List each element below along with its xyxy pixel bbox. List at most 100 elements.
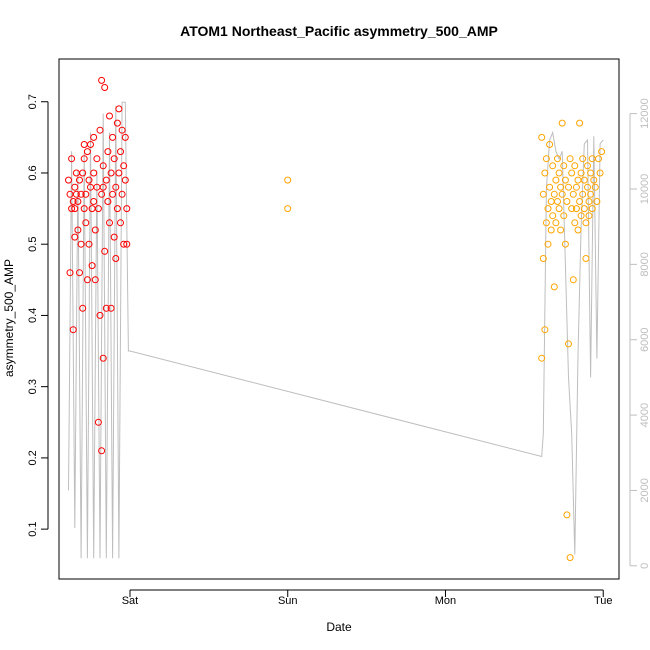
series1-point (117, 219, 124, 227)
points-layer (65, 76, 606, 562)
series2-point (560, 162, 568, 170)
right-axis-tick-label: 8000 (639, 252, 650, 276)
series2-point (579, 190, 587, 198)
series2-point (598, 148, 606, 156)
axes-layer: 0.1 0.2 0.3 0.4 0.5 0.6 0.7 Sat Sun Mon Tue 0 2000 40… (27, 94, 650, 607)
series1-point (69, 198, 77, 205)
series2-point (541, 169, 549, 177)
series2-point (572, 205, 580, 213)
series2-point (555, 169, 563, 177)
y-tick-label: 0.6 (27, 165, 39, 180)
series2-point (547, 198, 555, 205)
series2-point (550, 190, 558, 198)
series1-point (71, 205, 79, 213)
x-tick-label: Tue (594, 595, 613, 607)
series1-point (121, 176, 129, 184)
series1-point (102, 176, 110, 184)
series2-point (549, 162, 557, 170)
series2-point (561, 176, 569, 184)
series2-point (284, 176, 292, 184)
series1-point (113, 119, 121, 127)
series1-point (91, 226, 99, 234)
series1-point (69, 326, 77, 334)
series2-point (554, 198, 561, 205)
series1-point (112, 255, 120, 262)
right-axis-tick-label: 6000 (639, 327, 650, 351)
series2-point (585, 212, 593, 220)
series1-point (120, 162, 128, 170)
series2-point (569, 190, 577, 198)
series2-point (563, 511, 571, 519)
series2-point (538, 354, 546, 362)
series2-point (588, 205, 596, 213)
series1-point (118, 190, 126, 198)
series2-point (568, 169, 576, 177)
series2-point (582, 255, 590, 262)
series1-point (79, 169, 87, 177)
y-axis-label: asymmetry_500_AMP (2, 259, 16, 377)
y-tick-label: 0.2 (27, 450, 39, 465)
series2-point (552, 176, 560, 184)
series1-point (72, 169, 80, 177)
series1-point (107, 304, 115, 312)
series1-point (82, 190, 90, 198)
series1-point (79, 304, 87, 312)
right-axis-tick-label: 12000 (639, 98, 650, 129)
series1-point (74, 198, 82, 205)
series1-point (76, 269, 83, 277)
y-tick-label: 0.5 (27, 237, 39, 252)
series1-point (85, 240, 93, 248)
series2-point (577, 212, 585, 220)
series2-point (565, 340, 572, 348)
series2-point (546, 141, 554, 148)
x-axis-label: Date (326, 620, 352, 634)
series1-point (83, 148, 91, 156)
series2-point (584, 183, 591, 191)
series1-point (118, 126, 126, 134)
series1-point (102, 304, 110, 312)
y-tick-label: 0.3 (27, 379, 39, 394)
series2-point (571, 219, 579, 227)
series1-point (80, 141, 88, 148)
series1-point (68, 155, 76, 163)
series1-point (98, 190, 106, 198)
series2-point (284, 205, 292, 213)
x-tick-label: Sat (122, 595, 139, 607)
series2-point (577, 169, 585, 177)
series2-point (572, 183, 580, 191)
series2-point (557, 183, 565, 191)
series1-point (94, 418, 102, 426)
series1-point (71, 183, 79, 191)
series1-point (104, 148, 112, 156)
series2-point (563, 198, 571, 205)
series1-point (90, 198, 98, 205)
series1-point (99, 354, 107, 362)
series1-point (107, 169, 115, 177)
series2-point (565, 183, 572, 191)
series1-point (110, 233, 118, 241)
series1-point (110, 155, 118, 163)
series2-point (557, 226, 565, 234)
series2-point (579, 155, 587, 163)
series2-point (582, 219, 590, 227)
series2-point (580, 176, 588, 184)
series1-point (115, 169, 123, 177)
series2-point (539, 190, 547, 198)
series2-point (561, 240, 569, 248)
series2-point (585, 198, 593, 205)
series1-point (112, 183, 120, 191)
series2-point (587, 190, 595, 198)
series1-point (117, 148, 124, 156)
series2-point (571, 162, 579, 170)
y-tick-label: 0.1 (27, 521, 39, 536)
series1-point (66, 269, 74, 277)
series2-point (544, 240, 552, 248)
series1-point (113, 205, 121, 213)
series2-point (595, 155, 602, 163)
series1-point (106, 219, 113, 227)
series1-point (65, 176, 72, 184)
series2-point (558, 190, 566, 198)
series1-point (96, 311, 104, 319)
series2-point (550, 283, 558, 291)
series1-point (101, 247, 109, 255)
